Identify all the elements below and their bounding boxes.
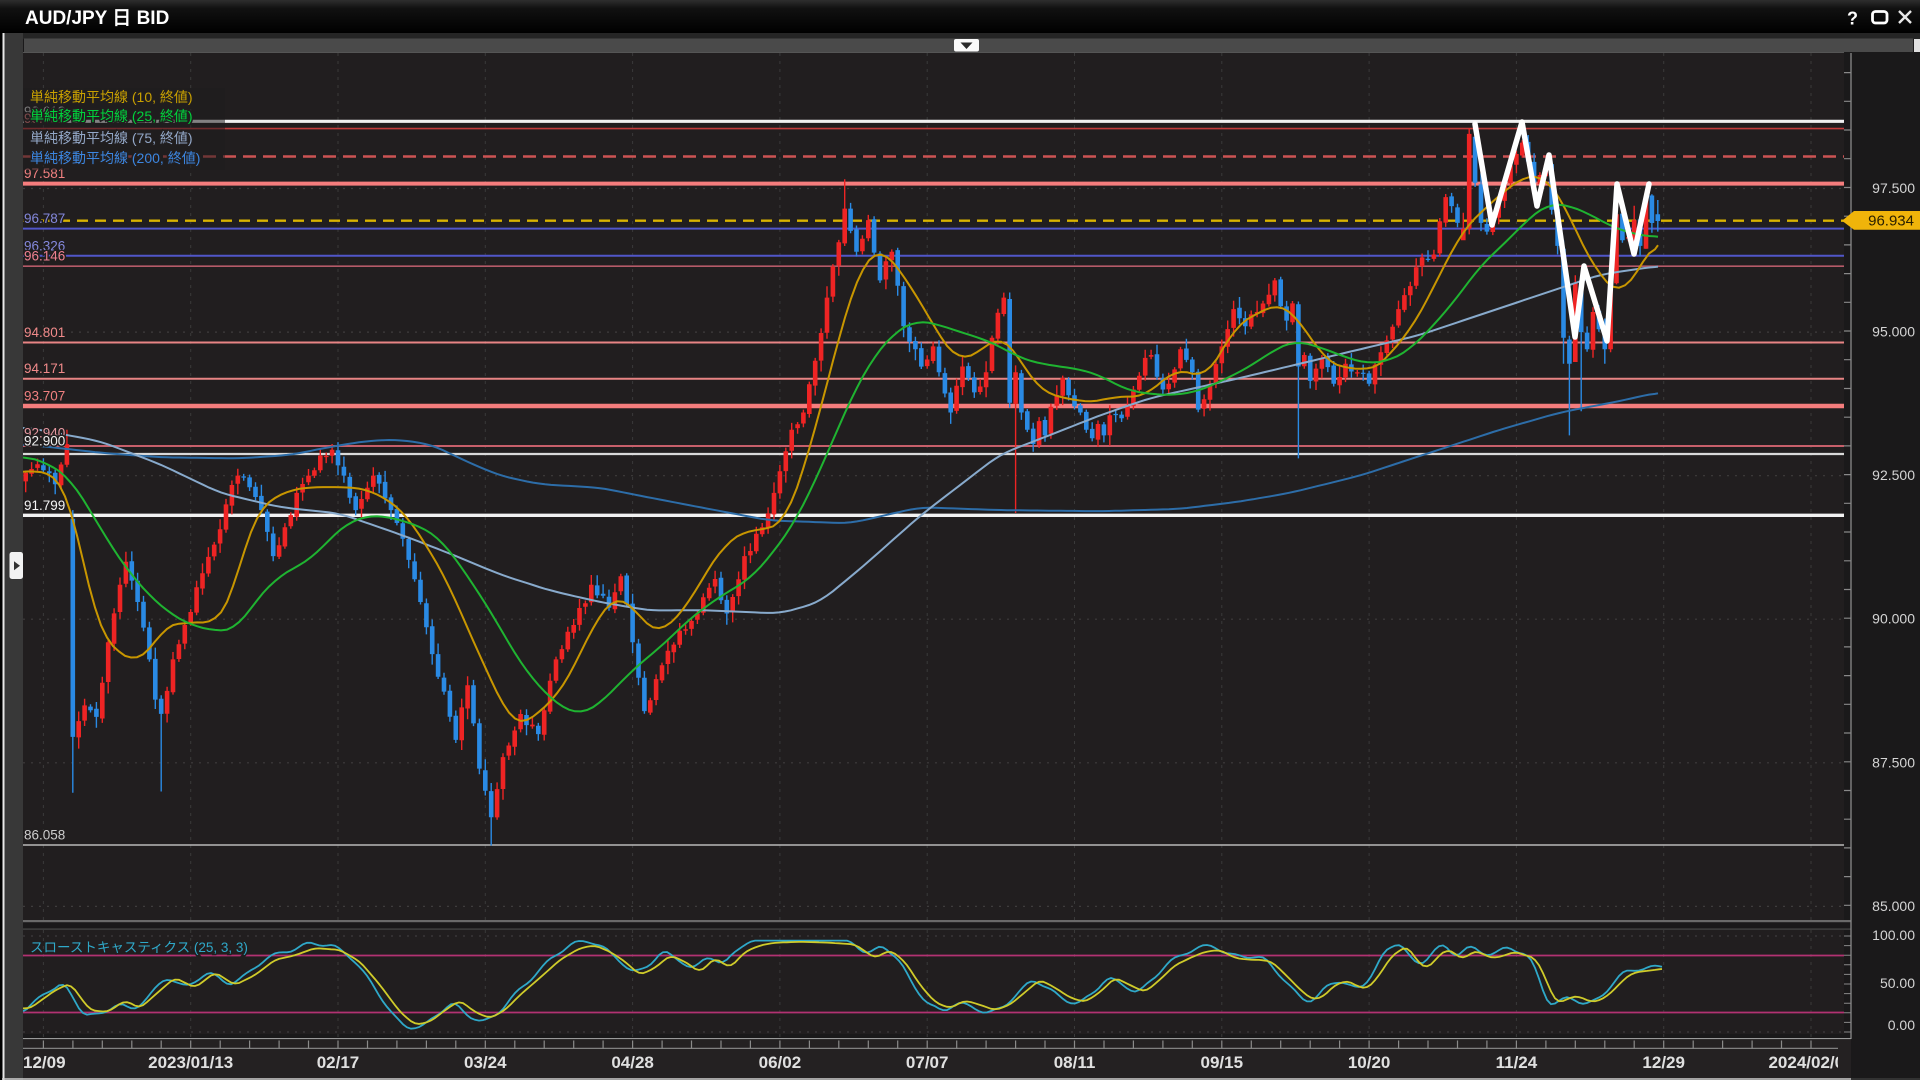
svg-text:単純移動平均線 (200, 終値): 単純移動平均線 (200, 終値) <box>30 150 200 166</box>
svg-text:94.171: 94.171 <box>24 361 65 376</box>
svg-text:96.146: 96.146 <box>24 249 65 264</box>
svg-text:50.00: 50.00 <box>1880 975 1915 991</box>
svg-text:07/07: 07/07 <box>906 1053 949 1072</box>
svg-text:96.787: 96.787 <box>24 211 65 226</box>
svg-text:2024/02/02: 2024/02/02 <box>1768 1053 1853 1072</box>
svg-text:03/24: 03/24 <box>464 1053 507 1072</box>
svg-text:92.500: 92.500 <box>1872 467 1915 483</box>
svg-text:92.940: 92.940 <box>24 426 65 441</box>
svg-text:93.707: 93.707 <box>24 389 65 404</box>
svg-text:08/11: 08/11 <box>1054 1053 1096 1072</box>
svg-text:単純移動平均線 (75, 終値): 単純移動平均線 (75, 終値) <box>30 130 193 146</box>
svg-text:12/09: 12/09 <box>23 1053 66 1072</box>
svg-text:10/20: 10/20 <box>1348 1053 1391 1072</box>
svg-text:06/02: 06/02 <box>759 1053 802 1072</box>
svg-text:100.00: 100.00 <box>1872 927 1915 943</box>
svg-text:90.000: 90.000 <box>1872 611 1915 627</box>
svg-text:96.326: 96.326 <box>24 238 65 253</box>
svg-text:95.000: 95.000 <box>1872 324 1915 340</box>
svg-text:87.500: 87.500 <box>1872 754 1915 770</box>
svg-text:96.934: 96.934 <box>1868 213 1914 230</box>
svg-text:?: ? <box>1847 9 1858 29</box>
svg-text:97.500: 97.500 <box>1872 180 1915 196</box>
svg-text:12/29: 12/29 <box>1642 1053 1685 1072</box>
svg-text:単純移動平均線 (10, 終値): 単純移動平均線 (10, 終値) <box>30 89 193 105</box>
svg-text:94.801: 94.801 <box>24 325 65 340</box>
svg-text:91.799: 91.799 <box>24 498 65 513</box>
svg-text:AUD/JPY 日 BID: AUD/JPY 日 BID <box>25 8 169 29</box>
svg-text:スローストキャスティクス (25, 3, 3): スローストキャスティクス (25, 3, 3) <box>30 940 248 955</box>
svg-text:85.000: 85.000 <box>1872 898 1915 914</box>
svg-text:04/28: 04/28 <box>611 1053 654 1072</box>
svg-text:2023/01/13: 2023/01/13 <box>148 1053 233 1072</box>
svg-text:単純移動平均線 (25, 終値): 単純移動平均線 (25, 終値) <box>30 108 193 124</box>
svg-text:02/17: 02/17 <box>317 1053 360 1072</box>
svg-text:92.900: 92.900 <box>24 434 65 449</box>
svg-text:0.00: 0.00 <box>1888 1017 1915 1033</box>
svg-text:11/24: 11/24 <box>1496 1053 1538 1072</box>
svg-text:86.058: 86.058 <box>24 828 65 843</box>
svg-text:09/15: 09/15 <box>1201 1053 1244 1072</box>
